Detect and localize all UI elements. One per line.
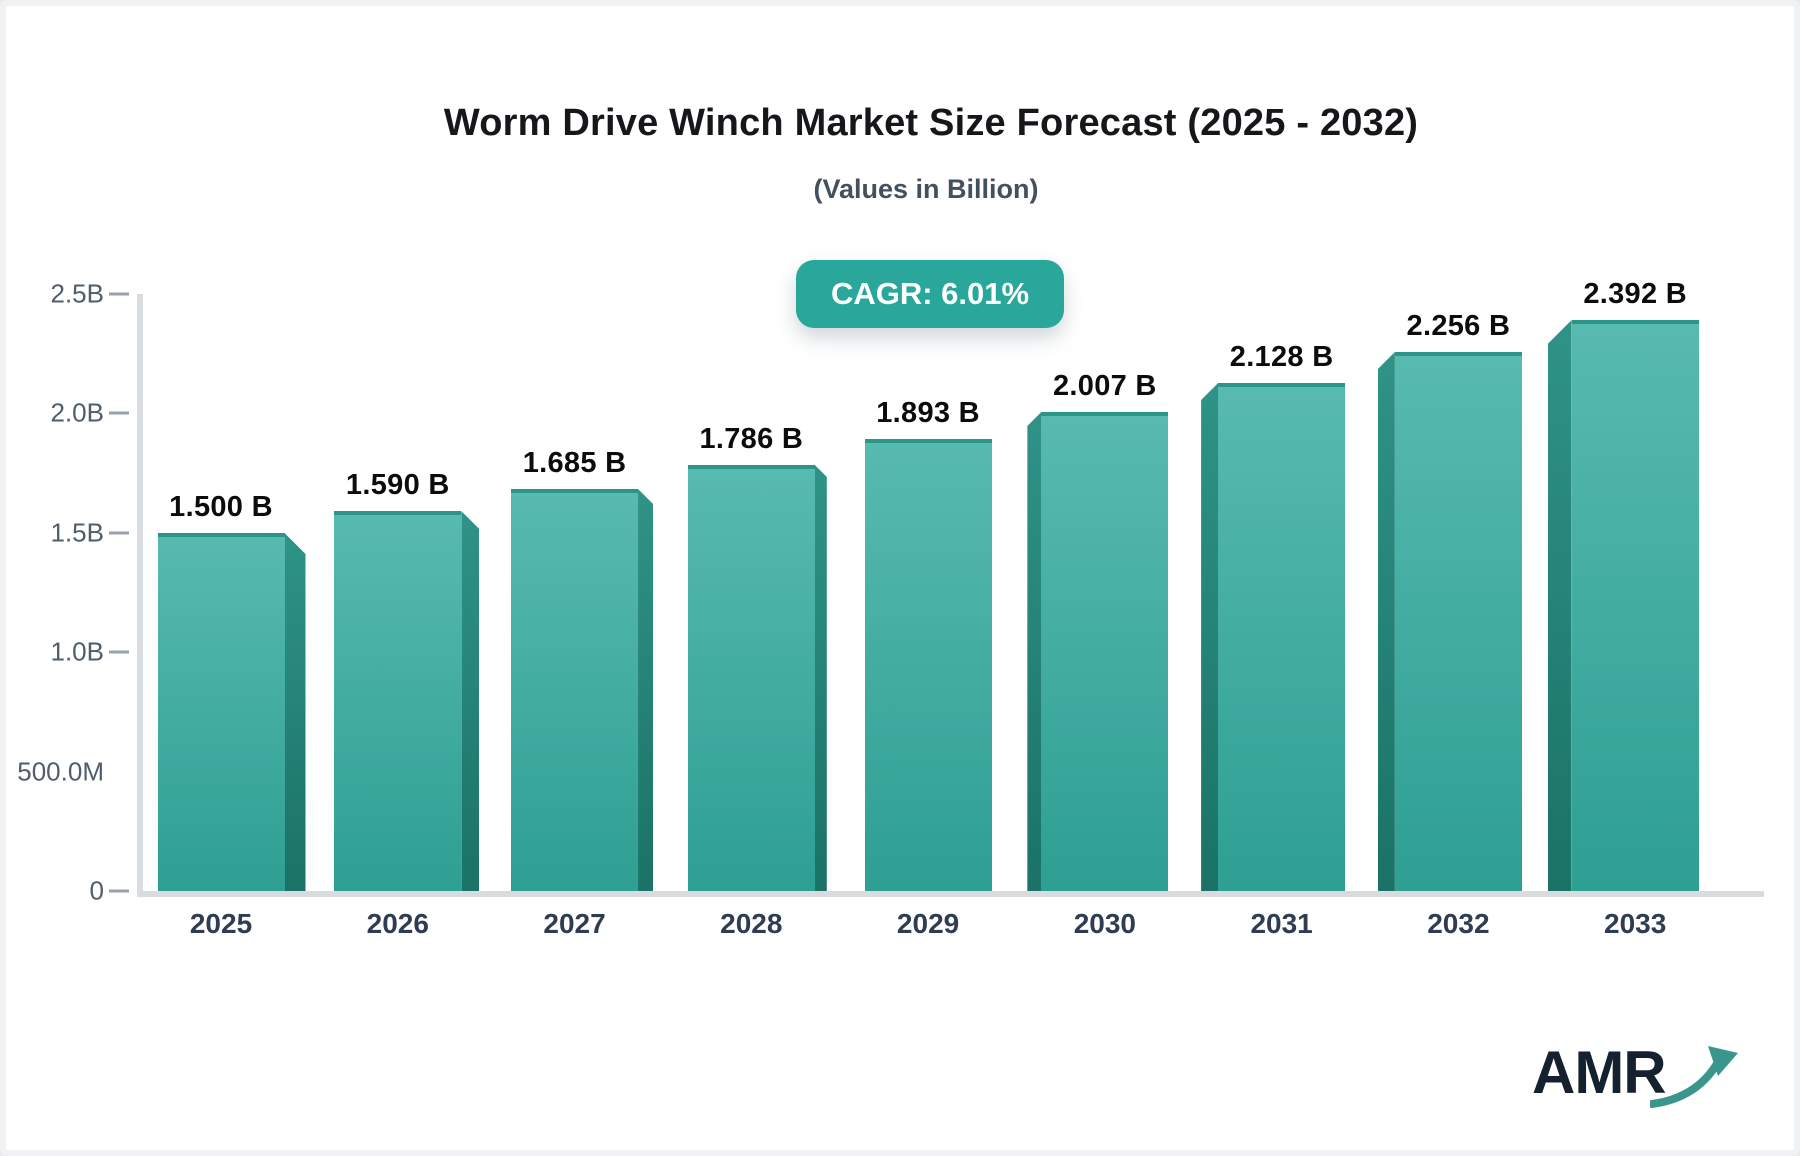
bar-value-label: 2.256 B [1406, 310, 1511, 342]
bar-side-2027 [638, 489, 654, 891]
growth-arrow-icon [1650, 1046, 1738, 1108]
bar-top-edge [1041, 412, 1169, 416]
y-axis-tick-label: 0 [89, 875, 104, 906]
cagr-badge: CAGR: 6.01% [796, 260, 1064, 328]
bar-side-2025 [284, 533, 306, 891]
bar-top-edge [511, 489, 639, 493]
chart-subtitle: (Values in Billion) [813, 174, 1039, 204]
y-axis-tick-mark [109, 292, 129, 296]
x-axis-label: 2033 [1604, 908, 1667, 939]
bar-2026 [334, 511, 462, 891]
x-axis-line [137, 891, 1764, 897]
bar-value-label: 1.786 B [699, 423, 804, 455]
y-axis-tick-label: 1.5B [50, 517, 105, 548]
bar-top-edge [1218, 383, 1346, 387]
x-axis-label: 2025 [189, 908, 253, 939]
x-axis-label: 2026 [366, 908, 429, 939]
bar-side-2031 [1201, 383, 1219, 891]
bar-2033 [1571, 320, 1699, 891]
bar-top-edge [864, 439, 992, 443]
bar-top-edge [157, 533, 285, 537]
bar-side-2030 [1027, 412, 1042, 891]
bar-top-edge [687, 465, 815, 469]
bar-value-label: 2.392 B [1583, 278, 1687, 310]
y-axis-line [137, 294, 143, 896]
y-axis-tick-mark [109, 531, 129, 535]
amr-logo-text: AMR [1532, 1039, 1667, 1106]
bar-value-label: 2.128 B [1229, 341, 1334, 373]
y-axis-tick-label: 1.0B [50, 636, 105, 667]
x-axis-label: 2031 [1250, 908, 1313, 939]
chart-title: Worm Drive Winch Market Size Forecast (2… [443, 102, 1419, 144]
x-axis-label: 2032 [1427, 908, 1490, 939]
bar-side-2028 [814, 465, 827, 891]
bar-top-edge [334, 511, 462, 515]
bar-side-2032 [1377, 352, 1395, 891]
bar-2028 [687, 465, 815, 891]
bar-value-label: 1.500 B [169, 491, 273, 523]
amr-logo: AMR [1532, 1032, 1738, 1118]
bar-value-label: 1.590 B [345, 469, 450, 501]
y-axis-tick-mark [109, 650, 129, 654]
bar-2029 [864, 439, 992, 891]
bar-2032 [1394, 352, 1522, 891]
x-axis-label: 2027 [543, 908, 606, 939]
bar-2031 [1218, 383, 1346, 891]
y-axis-tick-label: 2.5B [50, 278, 105, 309]
bar-value-label: 1.685 B [522, 447, 627, 479]
bar-value-label: 1.893 B [876, 397, 980, 429]
bar-top-edge [1571, 320, 1699, 324]
bar-2030 [1041, 412, 1169, 891]
bar-value-label: 2.007 B [1053, 370, 1157, 402]
y-axis-tick-mark [109, 411, 129, 415]
x-axis-label: 2030 [1073, 908, 1136, 939]
x-axis-label: 2028 [720, 908, 783, 939]
bar-side-2033 [1547, 320, 1572, 891]
y-axis-tick-label: 500.0M [17, 756, 104, 787]
bar-2025 [157, 533, 285, 891]
x-axis-label: 2029 [896, 908, 960, 939]
bar-side-2026 [461, 511, 480, 891]
y-axis-tick-label: 2.0B [50, 397, 105, 428]
bar-2027 [511, 489, 639, 891]
bar-top-edge [1394, 352, 1522, 356]
y-axis-tick-mark [109, 889, 129, 893]
